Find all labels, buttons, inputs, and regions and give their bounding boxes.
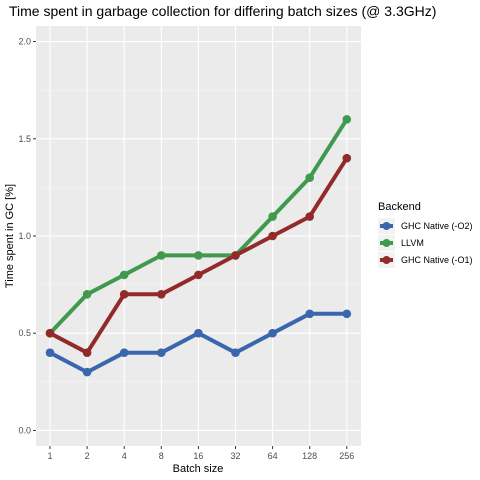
axes: 0.0 0.5 1.0 1.5 2.0 1 2 4 8 16 32 64 128 256 xyxy=(18,37,354,461)
y-axis-label: Time spent in GC [%] xyxy=(4,184,16,288)
data-point xyxy=(157,251,166,260)
data-point xyxy=(45,328,55,338)
data-point xyxy=(268,212,277,221)
y-tick-label: 2.0 xyxy=(18,37,31,47)
legend-label: GHC Native (-O1) xyxy=(401,255,473,265)
y-tick-label: 1.0 xyxy=(18,231,31,241)
data-point xyxy=(119,290,129,299)
data-point xyxy=(342,115,352,124)
y-tick-label: 0.5 xyxy=(18,328,31,338)
x-tick-label: 32 xyxy=(230,451,240,461)
data-point xyxy=(194,251,203,260)
x-tick-label: 64 xyxy=(268,451,278,461)
legend-title: Backend xyxy=(378,201,421,213)
data-point xyxy=(82,290,92,299)
data-point xyxy=(268,231,277,241)
data-point xyxy=(305,309,315,319)
data-point xyxy=(157,348,166,357)
x-tick-label: 8 xyxy=(159,451,164,461)
series-points xyxy=(45,115,352,377)
data-point xyxy=(194,270,203,280)
data-point xyxy=(231,251,240,260)
x-tick-label: 256 xyxy=(339,451,354,461)
x-tick-label: 128 xyxy=(302,451,317,461)
x-tick-label: 2 xyxy=(85,451,90,461)
data-point xyxy=(119,270,129,280)
y-tick-label: 1.5 xyxy=(18,134,31,144)
data-point xyxy=(119,348,129,357)
x-tick-label: 1 xyxy=(47,451,52,461)
data-point xyxy=(305,173,315,182)
data-point xyxy=(194,328,203,338)
legend-label: GHC Native (-O2) xyxy=(401,221,473,231)
legend-key-point xyxy=(382,256,391,264)
x-tick-label: 16 xyxy=(193,451,203,461)
data-point xyxy=(45,348,55,357)
data-point xyxy=(82,348,92,357)
data-point xyxy=(82,367,92,377)
legend-key-point xyxy=(382,222,391,230)
data-point xyxy=(305,212,315,221)
legend: Backend GHC Native (-O2) LLVM GHC Native (… xyxy=(378,201,473,268)
data-point xyxy=(268,328,277,338)
y-tick-label: 0.0 xyxy=(18,425,31,435)
x-axis-label: Batch size xyxy=(173,463,224,475)
data-point xyxy=(342,153,352,163)
legend-key-point xyxy=(382,239,391,247)
data-point xyxy=(157,290,166,299)
data-point xyxy=(342,309,352,319)
x-tick-label: 4 xyxy=(122,451,127,461)
chart-title: Time spent in garbage collection for dif… xyxy=(9,3,436,19)
data-point xyxy=(231,348,240,357)
legend-label: LLVM xyxy=(401,238,424,248)
